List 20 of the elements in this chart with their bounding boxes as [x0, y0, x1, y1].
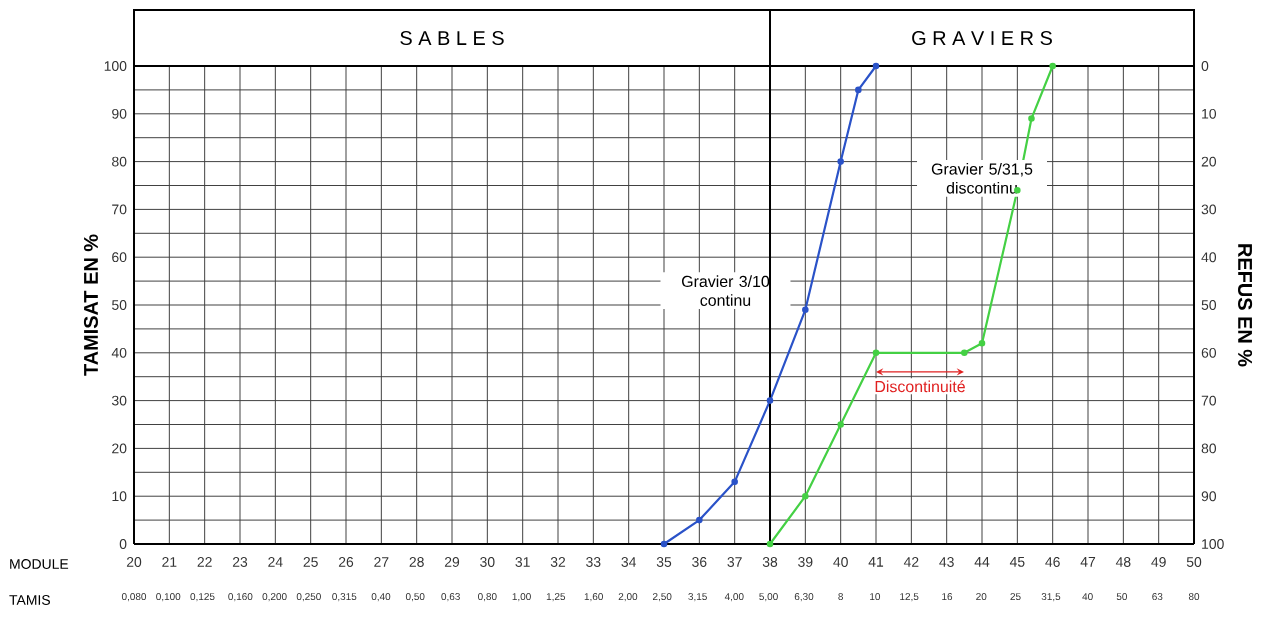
point: [855, 86, 862, 94]
point: [1049, 62, 1056, 70]
point: [1028, 115, 1035, 122]
point: [837, 158, 844, 165]
text: G R A V I E R S: [912, 30, 1052, 46]
point: [802, 492, 809, 500]
point: [872, 62, 880, 70]
point: [872, 349, 880, 357]
y2-axis-title: REFUS EN %: [1238, 244, 1253, 367]
point: [766, 540, 774, 548]
point: [766, 397, 774, 404]
point: [978, 339, 986, 347]
point: [696, 516, 703, 524]
y-axis-title: TAMISAT EN %: [83, 234, 98, 376]
point: [837, 421, 844, 428]
text: S A B L E S: [400, 30, 504, 46]
point: [802, 306, 809, 314]
point: [660, 540, 668, 548]
point: [961, 349, 968, 357]
point: [731, 478, 738, 486]
